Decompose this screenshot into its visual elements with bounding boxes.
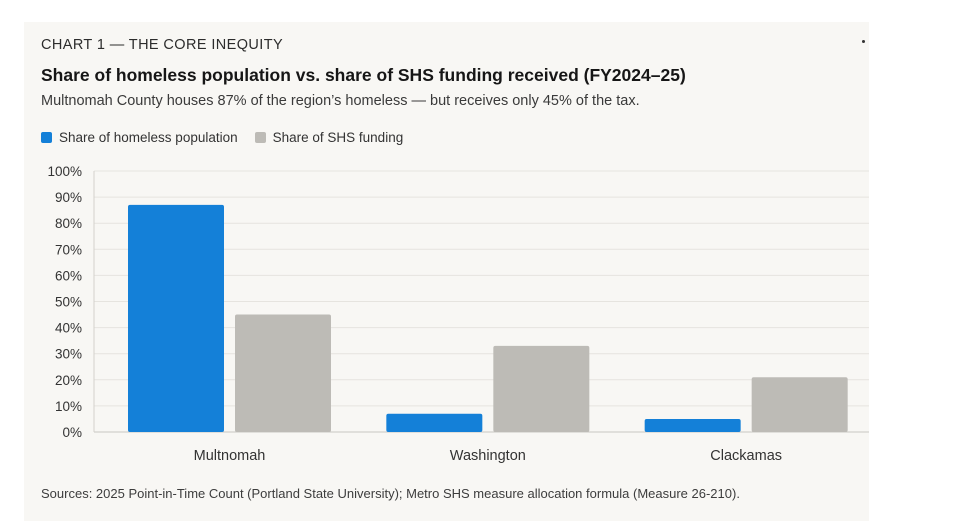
- y-tick-label: 0%: [62, 425, 82, 440]
- legend-swatch-funding: [254, 132, 266, 143]
- y-tick-label: 10%: [55, 399, 82, 414]
- chart-panel: CHART 1 — THE CORE INEQUITY Share of hom…: [24, 22, 869, 521]
- x-tick-label: Washington: [450, 448, 526, 464]
- bar-clackamas-funding: [751, 377, 848, 432]
- chart-source-note: Sources: 2025 Point-in-Time Count (Portl…: [41, 486, 740, 501]
- chart-legend: Share of homeless population Share of SH…: [41, 130, 420, 145]
- chart-kicker: CHART 1 — THE CORE INEQUITY: [41, 37, 284, 53]
- legend-item-homeless: Share of homeless population: [41, 130, 238, 145]
- legend-label-funding: Share of SHS funding: [272, 130, 404, 145]
- bar-washington-funding: [493, 345, 590, 432]
- y-tick-label: 60%: [55, 268, 82, 283]
- y-tick-label: 100%: [47, 164, 82, 179]
- bar-washington-homeless: [386, 413, 483, 432]
- chart-title: Share of homeless population vs. share o…: [41, 65, 686, 85]
- legend-item-funding: Share of SHS funding: [254, 130, 404, 145]
- legend-label-homeless: Share of homeless population: [59, 130, 238, 145]
- menu-dot-icon[interactable]: [862, 40, 865, 43]
- y-tick-label: 20%: [55, 373, 82, 388]
- y-tick-label: 70%: [55, 242, 82, 257]
- x-tick-label: Clackamas: [710, 448, 782, 464]
- bar-chart: 0% 10% 20% 30% 40% 50% 60% 70% 80% 90% 100% Multnom…: [47, 164, 869, 464]
- y-tick-label: 50%: [55, 295, 82, 310]
- chart-subtitle: Multnomah County houses 87% of the regio…: [41, 93, 640, 109]
- bar-clackamas-homeless: [644, 418, 741, 432]
- bar-multnomah-homeless: [128, 204, 224, 432]
- y-tick-label: 90%: [55, 190, 82, 205]
- y-tick-label: 40%: [55, 321, 82, 336]
- y-tick-label: 30%: [55, 347, 82, 362]
- bar-multnomah-funding: [235, 314, 331, 432]
- x-tick-label: Multnomah: [194, 448, 266, 464]
- y-tick-label: 80%: [55, 216, 82, 231]
- legend-swatch-homeless: [41, 132, 52, 143]
